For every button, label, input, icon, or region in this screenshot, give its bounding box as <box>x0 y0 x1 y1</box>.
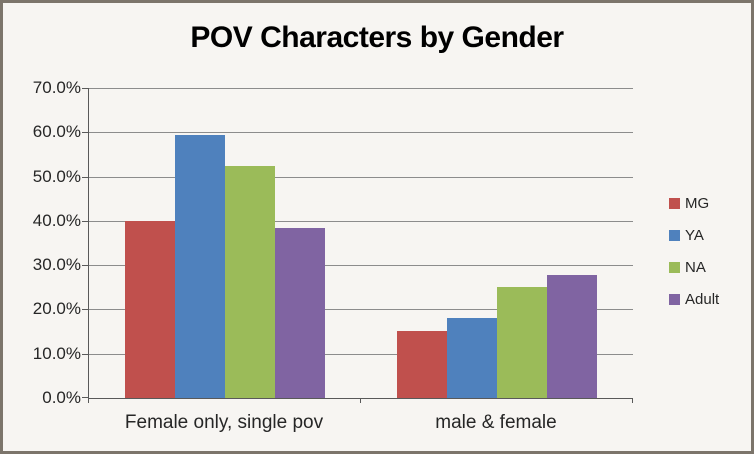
gridline <box>89 353 633 355</box>
x-axis-tick <box>88 398 89 403</box>
bar-adult-1 <box>275 227 325 398</box>
legend-swatch-na <box>669 262 680 273</box>
y-axis-tick <box>82 397 89 398</box>
gridline <box>89 309 633 311</box>
category-label: male & female <box>435 412 557 433</box>
gridline <box>89 132 633 134</box>
gridline <box>89 265 633 267</box>
y-axis-tick-label: 40.0% <box>32 210 81 230</box>
y-axis-tick <box>82 353 89 355</box>
legend-swatch-ya <box>669 230 680 241</box>
y-axis-tick-label: 30.0% <box>32 255 81 275</box>
y-axis-tick-label: 20.0% <box>32 299 81 319</box>
gridline <box>89 220 633 222</box>
legend-label-adult: Adult <box>685 291 720 308</box>
legend-item-ya: YA <box>669 227 719 244</box>
legend-item-adult: Adult <box>669 291 719 308</box>
y-axis-tick-label: 10.0% <box>32 343 81 363</box>
legend-label-na: NA <box>685 259 706 276</box>
legend-label-mg: MG <box>685 195 710 212</box>
y-axis-tick-label: 70.0% <box>32 78 81 97</box>
legend-swatch-adult <box>669 294 680 305</box>
category-label: Female only, single pov <box>124 412 324 433</box>
x-axis-tick <box>632 398 633 403</box>
bar-mg-2 <box>397 330 447 398</box>
legend: MG YA NA Adult <box>669 195 719 323</box>
bar-na-1 <box>225 165 275 398</box>
legend-item-na: NA <box>669 259 719 276</box>
y-axis-tick-label: 0.0% <box>42 388 81 407</box>
y-axis-tick <box>82 88 89 89</box>
plot-area <box>82 88 633 403</box>
chart-title: POV Characters by Gender <box>190 21 564 54</box>
y-axis-tick <box>82 309 89 311</box>
gridline <box>89 176 633 178</box>
x-axis: Female only, single pov male & female <box>88 411 632 437</box>
bar-mg-1 <box>125 220 175 398</box>
y-axis-tick <box>82 132 89 134</box>
y-axis-tick-label: 50.0% <box>32 166 81 186</box>
legend-swatch-mg <box>669 198 680 209</box>
y-axis-tick-label: 60.0% <box>32 122 81 142</box>
legend-item-mg: MG <box>669 195 719 212</box>
bar-adult-2 <box>547 274 597 398</box>
bar-ya-1 <box>175 134 225 398</box>
y-axis-tick <box>82 176 89 178</box>
bar-na-2 <box>497 287 547 398</box>
gridline <box>89 88 633 89</box>
y-axis-tick <box>82 220 89 222</box>
legend-label-ya: YA <box>685 227 704 244</box>
x-axis-tick <box>360 398 361 403</box>
y-axis: 0.0% 10.0% 20.0% 30.0% 40.0% 50.0% 60.0% 70.0% <box>3 78 81 407</box>
y-axis-tick <box>82 265 89 267</box>
bar-ya-2 <box>447 318 497 398</box>
